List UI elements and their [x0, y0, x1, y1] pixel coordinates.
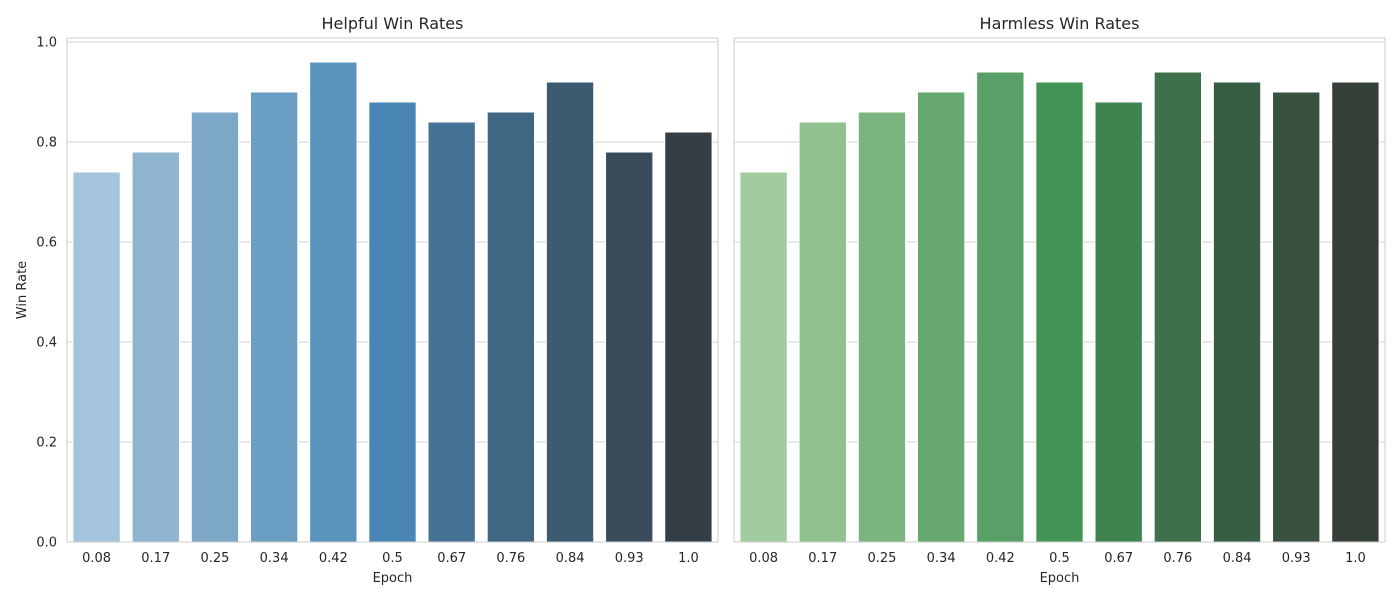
x-tick-label: 1.0 [1345, 551, 1366, 566]
x-axis-label-helpful: Epoch [373, 571, 413, 586]
x-tick-label: 0.93 [615, 551, 644, 566]
bar-0.5 [1035, 81, 1084, 543]
x-tick-label: 0.84 [556, 551, 585, 566]
bar-0.25 [190, 111, 240, 543]
x-tick-label: 0.76 [496, 551, 525, 566]
x-tick-label: 0.34 [927, 551, 956, 566]
y-tick-label: 0.8 [36, 136, 57, 151]
x-tick-label: 0.25 [200, 551, 229, 566]
bar-0.76 [486, 111, 536, 543]
plot-frame [733, 37, 1386, 543]
bar-0.08 [739, 171, 788, 543]
chart-title-harmless: Harmless Win Rates [980, 14, 1140, 33]
x-tick-label: 0.67 [437, 551, 466, 566]
x-tick-label: 0.76 [1163, 551, 1192, 566]
plot-frame [66, 37, 719, 543]
bar-0.5 [368, 101, 417, 543]
bar-0.84 [545, 81, 595, 543]
y-tick-label: 0.6 [36, 236, 57, 251]
harmless-win-rates-panel: Harmless Win Rates Epoch 0.08 0.17 0.25 0.3… [733, 14, 1386, 586]
x-tick-label: 0.42 [319, 551, 348, 566]
bar-0.84 [1212, 81, 1262, 543]
x-tick-label: 0.5 [382, 551, 403, 566]
bar-0.67 [1094, 101, 1143, 543]
bar-0.42 [976, 71, 1025, 543]
y-tick-label: 0.0 [36, 536, 57, 551]
bar-0.42 [309, 61, 358, 543]
y-tick-label: 0.4 [36, 336, 57, 351]
bar-1.0 [1331, 81, 1380, 543]
bar-0.34 [249, 91, 299, 543]
bar-0.34 [916, 91, 966, 543]
x-tick-label: 0.17 [141, 551, 170, 566]
bar-0.25 [857, 111, 907, 543]
x-tick-label: 0.67 [1104, 551, 1133, 566]
bar-0.93 [1272, 91, 1321, 543]
y-tick-label: 0.2 [36, 436, 57, 451]
x-tick-label: 0.08 [749, 551, 778, 566]
x-tick-label: 0.93 [1282, 551, 1311, 566]
x-tick-label: 0.5 [1049, 551, 1070, 566]
y-axis-label: Win Rate [15, 261, 30, 319]
x-tick-label: 0.25 [867, 551, 896, 566]
x-tick-label: 0.84 [1223, 551, 1252, 566]
bar-0.08 [72, 171, 121, 543]
bar-0.17 [131, 151, 180, 543]
x-tick-label: 0.17 [808, 551, 837, 566]
x-tick-label: 0.42 [986, 551, 1015, 566]
bar-0.76 [1153, 71, 1203, 543]
bar-0.93 [605, 151, 654, 543]
x-tick-label: 0.08 [82, 551, 111, 566]
helpful-win-rates-panel: Helpful Win Rates Epoch Win Rate 0.08 0.1… [15, 14, 719, 586]
x-axis-label-harmless: Epoch [1040, 571, 1080, 586]
x-tick-label: 0.34 [260, 551, 289, 566]
bar-1.0 [664, 131, 713, 543]
x-tick-label: 1.0 [678, 551, 699, 566]
bar-0.17 [798, 121, 847, 543]
chart-title-helpful: Helpful Win Rates [322, 14, 464, 33]
y-tick-label: 1.0 [36, 36, 57, 51]
bar-0.67 [427, 121, 476, 543]
